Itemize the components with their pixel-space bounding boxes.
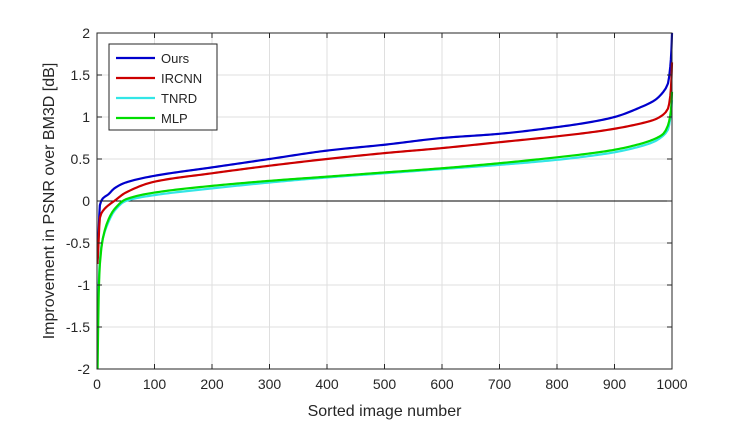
y-tick-label: 2 — [82, 25, 90, 41]
series-line-mlp — [96, 91, 674, 370]
y-tick-label: 0.5 — [71, 151, 91, 167]
x-tick-label: 0 — [93, 376, 101, 392]
x-tick-label: 700 — [488, 376, 512, 392]
legend-items: Ours IRCNN TNRD MLP — [116, 51, 202, 126]
x-tick-label: 600 — [430, 376, 454, 392]
x-tick-label: 900 — [603, 376, 627, 392]
y-tick-label: 1 — [82, 109, 90, 125]
x-tick-label: 200 — [200, 376, 224, 392]
legend-label-tnrd: TNRD — [161, 91, 197, 106]
y-tick-label: -1.5 — [66, 319, 90, 335]
y-tick-label: -1 — [78, 277, 91, 293]
axis-ticks — [96, 32, 673, 370]
y-axis-label: Improvement in PSNR over BM3D [dB] — [41, 63, 58, 340]
series-line-ours — [96, 32, 674, 260]
x-tick-label: 400 — [315, 376, 339, 392]
grid-lines — [97, 33, 672, 369]
legend-label-ours: Ours — [161, 51, 190, 66]
y-tick-label: -0.5 — [66, 235, 90, 251]
x-tick-label: 300 — [258, 376, 282, 392]
y-tick-label: 0 — [82, 193, 90, 209]
series-lines — [96, 32, 674, 370]
x-tick-label: 1000 — [656, 376, 687, 392]
legend-label-mlp: MLP — [161, 111, 188, 126]
y-tick-label: -2 — [78, 361, 91, 377]
legend: Ours IRCNN TNRD MLP — [108, 43, 218, 131]
x-tick-label: 500 — [373, 376, 397, 392]
tick-labels: 0 100 200 300 400 500 600 700 800 900 1000 -2 -1.5 -1… — [66, 25, 688, 392]
series-line-ircnn — [96, 62, 674, 265]
x-tick-label: 800 — [545, 376, 569, 392]
legend-label-ircnn: IRCNN — [161, 71, 202, 86]
x-axis-label: Sorted image number — [308, 403, 463, 420]
x-tick-label: 100 — [143, 376, 167, 392]
y-tick-label: 1.5 — [71, 67, 91, 83]
